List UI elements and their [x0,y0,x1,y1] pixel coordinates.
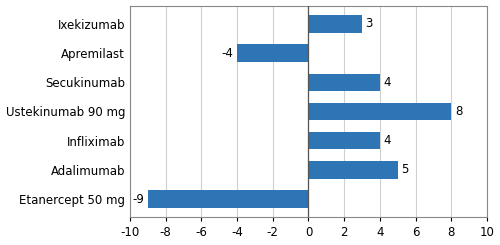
Text: -4: -4 [222,47,234,60]
Bar [308,161,398,179]
Text: -9: -9 [132,193,144,206]
Bar [308,15,362,33]
Bar [148,190,308,208]
Text: 8: 8 [455,105,462,118]
Text: 4: 4 [384,134,391,147]
Bar [237,44,308,62]
Bar [308,132,380,149]
Bar [308,103,452,120]
Bar [308,74,380,91]
Text: 4: 4 [384,76,391,89]
Text: 5: 5 [402,163,408,176]
Text: 3: 3 [366,17,373,30]
